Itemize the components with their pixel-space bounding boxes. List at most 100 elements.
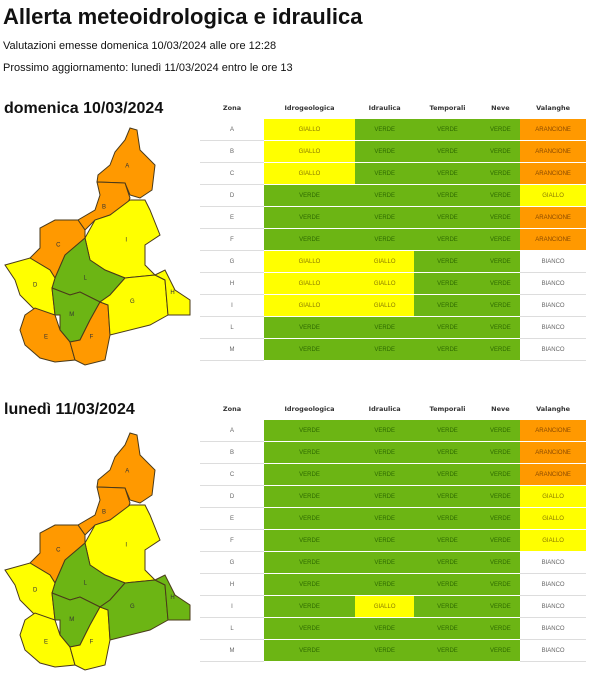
alert-level-cell: VERDE	[480, 207, 521, 229]
alert-level-cell: VERDE	[414, 508, 481, 530]
alert-level-cell: VERDE	[414, 552, 481, 574]
alert-level-cell: VERDE	[264, 530, 355, 552]
alert-level-cell: VERDE	[480, 163, 521, 185]
table-row: L VERDE VERDE VERDE VERDE BIANCO	[200, 317, 586, 339]
map-zone-label: E	[44, 640, 48, 646]
table-row: D VERDE VERDE VERDE VERDE GIALLO	[200, 486, 586, 508]
table-row: I VERDE GIALLO VERDE VERDE BIANCO	[200, 596, 586, 618]
table-row: E VERDE VERDE VERDE VERDE GIALLO	[200, 508, 586, 530]
alert-level-cell: VERDE	[480, 185, 521, 207]
alert-level-cell: VERDE	[414, 119, 481, 141]
alert-level-cell: VERDE	[480, 442, 521, 464]
alert-level-cell: VERDE	[480, 640, 521, 662]
alert-level-cell: VERDE	[354, 141, 415, 163]
alert-level-cell: GIALLO	[264, 141, 355, 163]
table-row: C VERDE VERDE VERDE VERDE ARANCIONE	[200, 464, 586, 486]
zone-cell: L	[200, 317, 264, 339]
column-header: Neve	[491, 104, 510, 112]
map-zone-label: M	[69, 312, 74, 318]
alert-level-cell: VERDE	[414, 295, 481, 317]
table-row: E VERDE VERDE VERDE VERDE ARANCIONE	[200, 207, 586, 229]
alert-level-cell: VERDE	[480, 596, 521, 618]
alert-level-cell: BIANCO	[520, 574, 586, 596]
table-row: G GIALLO GIALLO VERDE VERDE BIANCO	[200, 251, 586, 273]
column-header: Neve	[491, 405, 510, 413]
alert-level-cell: VERDE	[354, 574, 415, 596]
map-zone-label: G	[130, 604, 135, 610]
zone-cell: E	[200, 207, 264, 229]
page-title: Allerta meteoidrologica e idraulica	[3, 4, 363, 29]
alert-level-cell: ARANCIONE	[520, 229, 586, 251]
zone-cell: M	[200, 640, 264, 662]
map-zone-h	[153, 574, 191, 621]
column-header: Idrogeologica	[284, 104, 335, 112]
alert-level-cell: VERDE	[480, 508, 521, 530]
alert-level-cell: VERDE	[414, 185, 481, 207]
day-1-zone-map: A B C I L D M E F G H	[4, 127, 191, 366]
alert-level-cell: VERDE	[264, 317, 355, 339]
table-row: M VERDE VERDE VERDE VERDE BIANCO	[200, 339, 586, 361]
alert-level-cell: ARANCIONE	[520, 163, 586, 185]
alert-level-cell: VERDE	[264, 464, 355, 486]
alert-level-cell: VERDE	[264, 508, 355, 530]
alert-level-cell: GIALLO	[354, 251, 415, 273]
table-row: H GIALLO GIALLO VERDE VERDE BIANCO	[200, 273, 586, 295]
alert-level-cell: VERDE	[264, 207, 355, 229]
alert-level-cell: VERDE	[354, 464, 415, 486]
next-update-text: Prossimo aggiornamento: lunedì 11/03/202…	[3, 62, 293, 74]
column-header: Zona	[222, 405, 242, 413]
alert-level-cell: VERDE	[354, 229, 415, 251]
zone-cell: D	[200, 486, 264, 508]
alert-level-cell: VERDE	[480, 339, 521, 361]
map-zone-label: G	[130, 299, 135, 305]
map-zone-label: M	[69, 617, 74, 623]
alert-level-cell: VERDE	[414, 207, 481, 229]
map-zone-label: I	[125, 542, 127, 548]
zone-cell: D	[200, 185, 264, 207]
table-header: Zona Idrogeologica Idraulica Temporali Neve V…	[200, 97, 586, 119]
alert-level-cell: VERDE	[480, 295, 521, 317]
zone-cell: F	[200, 530, 264, 552]
map-zone-label: L	[84, 275, 88, 281]
alert-level-cell: VERDE	[264, 596, 355, 618]
map-zone-label: F	[90, 335, 94, 341]
alert-level-cell: ARANCIONE	[520, 207, 586, 229]
zone-cell: F	[200, 229, 264, 251]
alert-level-cell: VERDE	[414, 618, 481, 640]
column-header: Idraulica	[368, 104, 401, 112]
table-row: G VERDE VERDE VERDE VERDE BIANCO	[200, 552, 586, 574]
column-header: Temporali	[429, 104, 466, 112]
alert-level-cell: VERDE	[264, 618, 355, 640]
alert-level-cell: ARANCIONE	[520, 442, 586, 464]
map-zone-label: B	[102, 509, 106, 515]
day-2-alert-table: Zona Idrogeologica Idraulica Temporali Neve V…	[200, 398, 586, 662]
column-header: Idraulica	[368, 405, 401, 413]
alert-level-cell: VERDE	[354, 552, 415, 574]
zone-cell: E	[200, 508, 264, 530]
table-row: H VERDE VERDE VERDE VERDE BIANCO	[200, 574, 586, 596]
alert-level-cell: ARANCIONE	[520, 420, 586, 442]
alert-level-cell: VERDE	[354, 640, 415, 662]
map-zone-label: C	[56, 548, 61, 554]
alert-level-cell: VERDE	[354, 119, 415, 141]
table-row: B GIALLO VERDE VERDE VERDE ARANCIONE	[200, 141, 586, 163]
alert-level-cell: VERDE	[264, 552, 355, 574]
alert-level-cell: VERDE	[480, 420, 521, 442]
alert-level-cell: GIALLO	[264, 295, 355, 317]
alert-level-cell: VERDE	[264, 442, 355, 464]
map-zone-label: B	[102, 204, 106, 210]
day-1-alert-table: Zona Idrogeologica Idraulica Temporali Neve V…	[200, 97, 586, 361]
table-row: L VERDE VERDE VERDE VERDE BIANCO	[200, 618, 586, 640]
alert-level-cell: VERDE	[414, 229, 481, 251]
alert-level-cell: VERDE	[354, 163, 415, 185]
alert-level-cell: VERDE	[414, 574, 481, 596]
alert-level-cell: VERDE	[480, 229, 521, 251]
alert-level-cell: VERDE	[414, 486, 481, 508]
alert-level-cell: VERDE	[414, 420, 481, 442]
alert-level-cell: VERDE	[480, 141, 521, 163]
alert-level-cell: GIALLO	[264, 163, 355, 185]
alert-level-cell: VERDE	[264, 486, 355, 508]
alert-level-cell: BIANCO	[520, 596, 586, 618]
alert-level-cell: GIALLO	[520, 508, 586, 530]
map-zone-h	[153, 269, 191, 316]
